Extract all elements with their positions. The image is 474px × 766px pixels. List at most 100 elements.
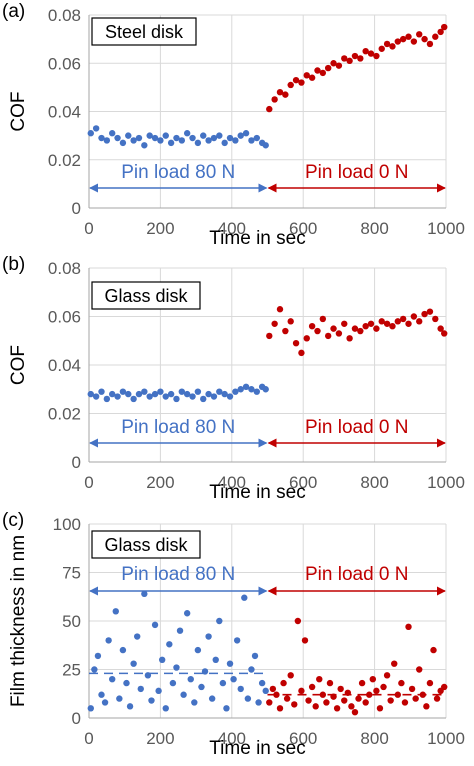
data-point	[432, 315, 439, 323]
data-point	[314, 67, 321, 74]
x-tick-label: 800	[360, 729, 388, 748]
data-point	[287, 81, 294, 89]
data-point	[276, 89, 284, 96]
data-point	[305, 697, 312, 704]
data-point	[219, 679, 227, 687]
data-point	[266, 699, 273, 706]
y-tick-label: 25	[62, 661, 81, 680]
y-tick-label: 0.08	[48, 259, 81, 278]
data-point	[98, 388, 105, 395]
data-point	[201, 668, 209, 675]
data-point	[232, 137, 239, 144]
data-point	[367, 320, 375, 327]
x-tick-label: 400	[218, 473, 246, 492]
data-point	[166, 641, 173, 648]
data-point	[324, 332, 332, 340]
data-point	[87, 705, 94, 712]
data-point	[205, 137, 212, 144]
load-range-label: Pin load 80 N	[121, 417, 235, 438]
data-point	[237, 685, 244, 693]
data-point	[200, 395, 207, 403]
data-point	[330, 325, 337, 332]
data-point	[298, 79, 305, 86]
data-point	[205, 390, 212, 398]
data-point	[405, 623, 412, 631]
data-point	[221, 390, 228, 398]
y-tick-label: 0.04	[48, 356, 81, 375]
data-point	[423, 703, 430, 710]
data-point	[430, 646, 437, 654]
data-point	[183, 610, 191, 617]
data-point	[287, 318, 294, 325]
data-point	[408, 685, 416, 693]
data-point	[401, 699, 409, 706]
data-point	[314, 327, 321, 335]
x-tick-label: 800	[360, 473, 388, 492]
data-point	[419, 691, 426, 698]
data-point	[226, 134, 234, 142]
data-point	[366, 691, 373, 698]
data-point	[114, 134, 121, 142]
data-point	[394, 38, 402, 45]
data-point	[351, 52, 359, 60]
data-point	[178, 137, 186, 144]
data-point	[441, 683, 448, 691]
data-point	[262, 142, 269, 149]
data-point	[280, 679, 287, 687]
data-point	[412, 695, 419, 702]
data-point	[437, 325, 444, 332]
sample-label-box	[91, 530, 201, 559]
data-point	[416, 666, 423, 673]
data-point	[273, 691, 280, 698]
data-point	[194, 139, 202, 147]
data-point	[210, 134, 218, 142]
data-point	[253, 388, 260, 395]
data-point	[135, 134, 143, 142]
data-point	[326, 679, 334, 687]
data-point	[319, 315, 327, 323]
data-point	[276, 306, 284, 313]
data-point	[242, 383, 250, 391]
data-point	[426, 40, 434, 48]
y-tick-label: 0.06	[48, 308, 81, 327]
x-tick-label: 1000	[427, 729, 465, 748]
data-point	[291, 701, 298, 708]
data-point	[103, 137, 111, 144]
y-tick-label: 50	[62, 612, 81, 631]
data-point	[283, 695, 291, 702]
data-point	[319, 691, 327, 698]
data-point	[308, 683, 316, 691]
data-point	[378, 318, 385, 325]
x-tick-label: 0	[84, 219, 93, 238]
data-point	[109, 676, 116, 683]
data-point	[141, 388, 148, 395]
y-tick-label: 0.02	[48, 151, 81, 170]
data-point	[341, 320, 348, 327]
data-point	[362, 47, 369, 55]
data-point	[237, 132, 244, 139]
data-point	[346, 57, 353, 65]
data-point	[271, 96, 278, 103]
data-point	[410, 38, 418, 45]
x-tick-label: 200	[146, 219, 174, 238]
data-point	[312, 703, 319, 710]
data-point	[358, 679, 366, 687]
y-tick-label: 0.08	[48, 6, 81, 25]
data-point	[351, 325, 359, 332]
data-point	[405, 320, 412, 327]
data-point	[373, 325, 380, 332]
data-point	[176, 627, 184, 634]
data-point	[266, 105, 273, 113]
data-point	[151, 390, 159, 398]
data-point	[335, 62, 343, 69]
data-point	[205, 633, 212, 640]
x-tick-label: 400	[218, 729, 246, 748]
data-point	[387, 697, 394, 704]
load-range-label: Pin load 0 N	[305, 564, 409, 585]
x-tick-label: 400	[218, 219, 246, 238]
data-point	[298, 687, 305, 695]
data-point	[337, 685, 344, 693]
data-point	[189, 134, 196, 142]
data-point	[157, 137, 164, 144]
y-tick-label: 0.02	[48, 405, 81, 424]
